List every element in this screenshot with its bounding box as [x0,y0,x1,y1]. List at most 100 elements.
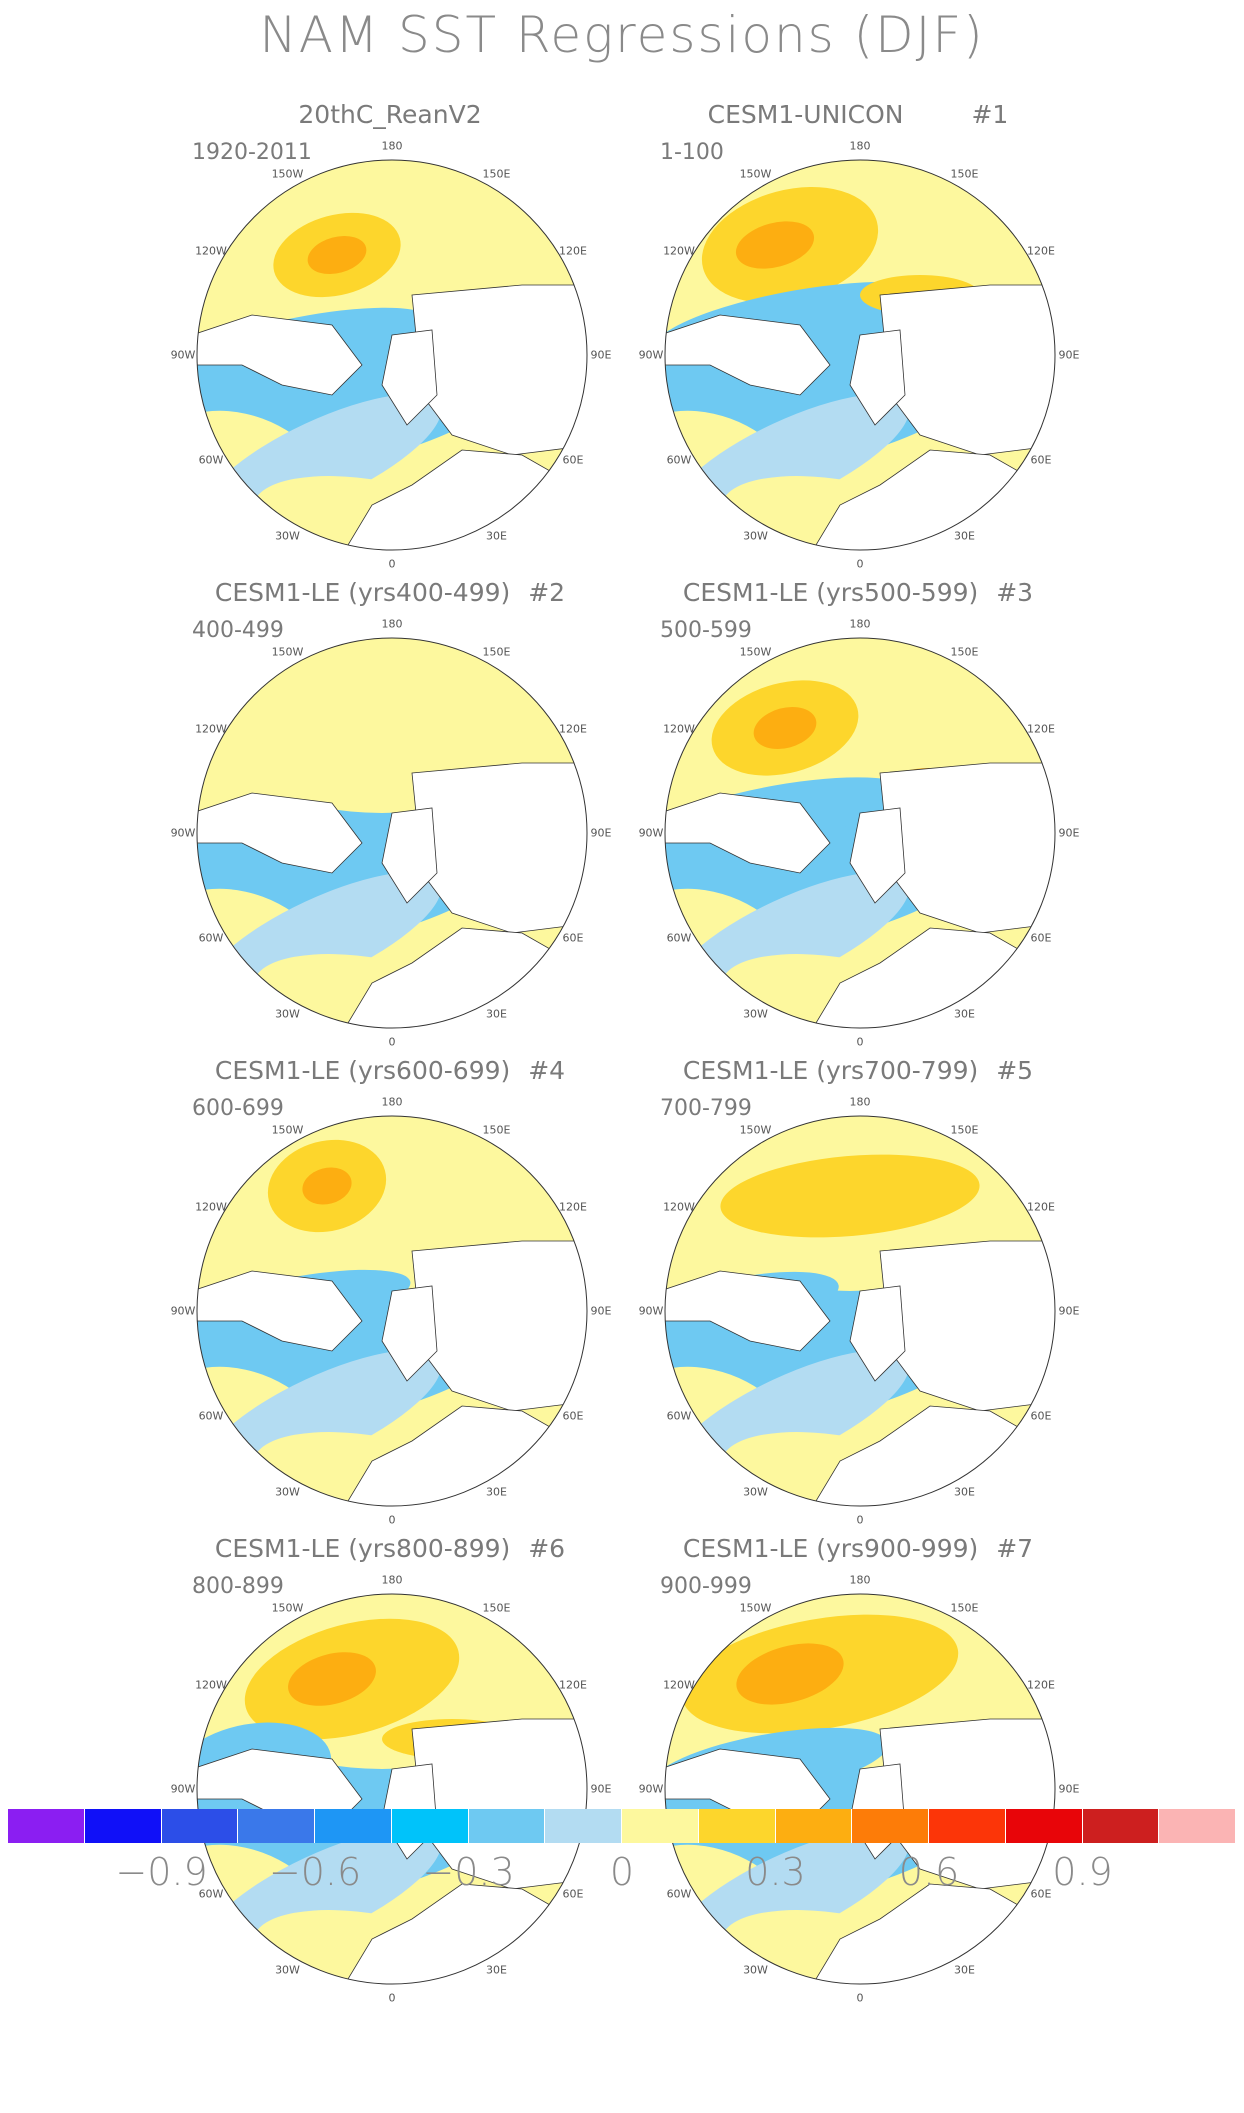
longitude-label: 120W [195,244,227,257]
longitude-label: 120W [195,722,227,735]
panel-title-text: CESM1-LE (yrs600-699) [214,1056,511,1085]
longitude-label: 90E [590,826,612,840]
land-mass [197,314,363,396]
panel-period: 500-599 [660,618,752,643]
longitude-label: 30W [743,529,768,543]
polar-map [196,1593,588,1985]
land-mass [849,807,906,904]
panel-period: 900-999 [660,1574,752,1599]
sst-field [197,1594,587,1984]
colorbar-labels: −0.9 −0.6 −0.3 0 0.3 0.6 0.9 [0,1850,1244,1910]
longitude-label: 0 [388,557,396,571]
sst-anomaly-region [735,221,815,269]
longitude-label: 150E [950,645,979,659]
longitude-label: 90E [1058,1304,1080,1318]
land-mass [665,792,831,874]
panel-title: CESM1-LE (yrs800-899) #6 [130,1534,650,1563]
panel-title-text: CESM1-LE (yrs900-999) [682,1534,979,1563]
panel-title: CESM1-LE (yrs500-599) #3 [598,578,1118,607]
longitude-label: 30W [275,529,300,543]
longitude-label: 60E [562,1887,584,1900]
longitude-label: 90E [1058,826,1080,840]
colorbar-tick-label: 0 [609,1850,635,1894]
longitude-label: 150W [271,167,304,181]
longitude-label: 30E [954,1007,975,1021]
longitude-label: 60E [1030,1887,1052,1900]
longitude-label: 60E [562,453,584,466]
sst-anomaly-region [288,1652,376,1706]
longitude-label: 150W [271,1123,304,1137]
panel-title-text: 20thC_ReanV2 [298,100,482,129]
longitude-label: 150E [950,1123,979,1137]
polar-map [196,1115,588,1507]
polar-map [664,1115,1056,1507]
panel-title: CESM1-UNICON #1 [598,100,1118,129]
colorbar-swatch [1082,1809,1160,1843]
colorbar-swatch [161,1809,239,1843]
longitude-label: 60W [666,1409,692,1422]
map-panel-8: CESM1-LE (yrs900-999) #7 900-999 180 150E 12… [598,1534,1118,2005]
map-panel-1: 20thC_ReanV2 1920-2011 180 150E 120E 90E 60E 30… [130,100,650,571]
map-panel-3: CESM1-LE (yrs400-499) #2 400-499 180 150E 12… [130,578,650,1049]
colorbar-tick-label: 0.9 [1052,1850,1113,1894]
longitude-label: 90E [590,1304,612,1318]
colorbar-swatch [391,1809,469,1843]
longitude-label: 30E [486,1007,507,1021]
panel-number: #2 [520,578,566,607]
map-panel-5: CESM1-LE (yrs600-699) #4 600-699 180 150E 12… [130,1056,650,1527]
longitude-label: 60E [1030,1409,1052,1422]
longitude-label: 60W [198,453,224,466]
colorbar-tick-label: −0.6 [268,1850,362,1894]
sst-anomaly-region [720,1154,980,1238]
panel-period: 700-799 [660,1096,752,1121]
land-mass [665,1270,831,1352]
panel-number: #5 [988,1056,1034,1085]
land-mass [381,329,438,426]
longitude-label: 180 [381,1573,403,1587]
longitude-label: 60W [198,931,224,944]
longitude-label: 0 [856,557,864,571]
colorbar-swatch [238,1809,315,1843]
longitude-label: 120W [195,1200,227,1213]
longitude-label: 0 [856,1513,864,1527]
colorbar-swatch [929,1809,1006,1843]
longitude-label: 30W [743,1007,768,1021]
colorbar-swatch [315,1809,392,1843]
longitude-label: 120E [1027,1200,1055,1213]
longitude-label: 90W [170,826,196,840]
colorbar-swatch [852,1809,929,1843]
polar-map [664,1593,1056,1985]
land-mass [381,807,438,904]
sst-field [665,1116,1055,1506]
colorbar-swatch [622,1809,699,1843]
sst-anomaly-region [736,1643,844,1705]
panel-period: 1920-2011 [192,140,312,165]
panel-number: #1 [963,100,1009,129]
longitude-label: 120E [1027,1678,1055,1691]
colorbar-swatch [8,1809,85,1843]
longitude-label: 30W [743,1963,768,1977]
map-boundary [196,1115,588,1507]
longitude-label: 90W [638,1782,664,1796]
map-panel-6: CESM1-LE (yrs700-799) #5 700-799 180 150E 12… [598,1056,1118,1527]
sst-anomaly-region [302,1167,352,1205]
longitude-label: 90E [590,348,612,362]
longitude-label: 90E [1058,348,1080,362]
longitude-label: 0 [856,1991,864,2005]
sst-field [197,1116,587,1506]
polar-map [196,159,588,551]
longitude-label: 150E [482,1123,511,1137]
longitude-label: 60E [1030,453,1052,466]
longitude-label: 90W [170,348,196,362]
longitude-label: 60W [666,453,692,466]
panel-title-text: CESM1-LE (yrs500-599) [682,578,979,607]
longitude-label: 60W [198,1409,224,1422]
longitude-label: 30E [486,1485,507,1499]
longitude-label: 120E [559,1678,587,1691]
map-boundary [664,159,1056,551]
longitude-label: 150W [739,167,772,181]
longitude-label: 150E [482,167,511,181]
longitude-label: 0 [856,1035,864,1049]
panel-title-text: CESM1-LE (yrs800-899) [214,1534,511,1563]
colorbar-tick-label: −0.3 [422,1850,515,1894]
